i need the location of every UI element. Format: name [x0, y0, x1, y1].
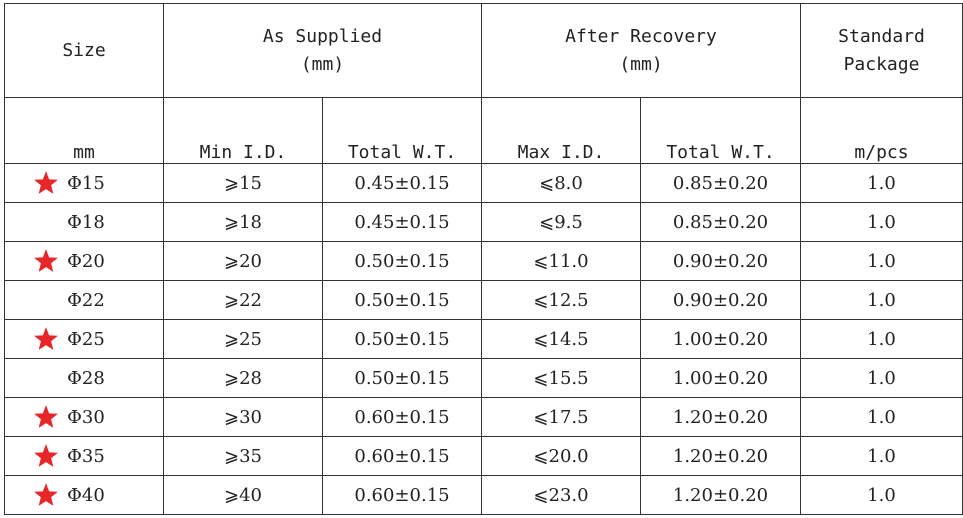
- header-as-supplied-unit: (mm): [300, 53, 345, 75]
- cell-supplied-wt: 0.50±0.15: [322, 280, 482, 320]
- subheader-recovered-wt: Total W.T.: [640, 97, 801, 164]
- cell-package: 1.0: [800, 397, 963, 437]
- header-after-recovery-unit: (mm): [619, 53, 663, 75]
- table-row: Φ18 ⩾18 0.45±0.15 ⩽9.5 0.85±0.20 1.0: [4, 202, 963, 242]
- cell-recovered-wt: 1.00±0.20: [640, 319, 801, 359]
- cell-max-id: ⩽9.5: [481, 202, 641, 242]
- cell-supplied-wt: 0.50±0.15: [322, 241, 482, 281]
- cell-max-id: ⩽15.5: [481, 358, 641, 398]
- header-as-supplied-label: As Supplied: [262, 25, 383, 47]
- cell-package: 1.0: [800, 358, 963, 398]
- header-standard-package-line2: Package: [843, 53, 920, 75]
- size-label: Φ18: [67, 211, 105, 233]
- star-icon: [34, 444, 58, 467]
- cell-size: Φ20: [4, 241, 164, 281]
- spec-table: Size As Supplied (mm) After Recovery (mm…: [4, 3, 963, 515]
- table-row: Φ25 ⩾25 0.50±0.15 ⩽14.5 1.00±0.20 1.0: [4, 319, 963, 359]
- cell-min-id: ⩾30: [163, 397, 323, 437]
- cell-supplied-wt: 0.45±0.15: [322, 163, 482, 203]
- subheader-supplied-wt: Total W.T.: [322, 97, 482, 164]
- subheader-package-unit: m/pcs: [800, 97, 963, 164]
- size-label: Φ35: [67, 445, 105, 467]
- header-after-recovery-label: After Recovery: [565, 25, 717, 47]
- table-row: Φ28 ⩾28 0.50±0.15 ⩽15.5 1.00±0.20 1.0: [4, 358, 963, 398]
- table-row: Φ30 ⩾30 0.60±0.15 ⩽17.5 1.20±0.20 1.0: [4, 397, 963, 437]
- cell-recovered-wt: 0.85±0.20: [640, 202, 801, 242]
- cell-package: 1.0: [800, 202, 963, 242]
- cell-recovered-wt: 1.20±0.20: [640, 436, 801, 476]
- cell-size: Φ22: [4, 280, 164, 320]
- star-icon: [34, 405, 58, 428]
- cell-supplied-wt: 0.60±0.15: [322, 475, 482, 515]
- table-row: Φ15 ⩾15 0.45±0.15 ⩽8.0 0.85±0.20 1.0: [4, 163, 963, 203]
- cell-max-id: ⩽8.0: [481, 163, 641, 203]
- size-label: Φ15: [67, 172, 105, 194]
- cell-package: 1.0: [800, 436, 963, 476]
- subheader-size-unit: mm: [4, 97, 164, 164]
- header-row: Size As Supplied (mm) After Recovery (mm…: [4, 3, 963, 98]
- size-label: Φ30: [67, 406, 105, 428]
- table-row: Φ35 ⩾35 0.60±0.15 ⩽20.0 1.20±0.20 1.0: [4, 436, 963, 476]
- cell-size: Φ15: [4, 163, 164, 203]
- cell-recovered-wt: 0.90±0.20: [640, 280, 801, 320]
- size-label: Φ40: [67, 484, 105, 506]
- cell-size: Φ28: [4, 358, 164, 398]
- cell-recovered-wt: 1.20±0.20: [640, 397, 801, 437]
- star-icon: [34, 483, 58, 506]
- header-standard-package-line1: Standard: [838, 25, 925, 47]
- cell-size: Φ30: [4, 397, 164, 437]
- header-size: Size: [4, 3, 164, 98]
- subheader-max-id: Max I.D.: [481, 97, 641, 164]
- cell-size: Φ35: [4, 436, 164, 476]
- cell-package: 1.0: [800, 475, 963, 515]
- cell-package: 1.0: [800, 280, 963, 320]
- cell-package: 1.0: [800, 319, 963, 359]
- cell-min-id: ⩾40: [163, 475, 323, 515]
- table-row: Φ22 ⩾22 0.50±0.15 ⩽12.5 0.90±0.20 1.0: [4, 280, 963, 320]
- cell-package: 1.0: [800, 163, 963, 203]
- table-row: Φ20 ⩾20 0.50±0.15 ⩽11.0 0.90±0.20 1.0: [4, 241, 963, 281]
- cell-max-id: ⩽12.5: [481, 280, 641, 320]
- star-icon: [34, 171, 58, 194]
- cell-supplied-wt: 0.60±0.15: [322, 397, 482, 437]
- cell-size: Φ25: [4, 319, 164, 359]
- cell-recovered-wt: 0.85±0.20: [640, 163, 801, 203]
- star-icon: [34, 327, 58, 350]
- cell-min-id: ⩾28: [163, 358, 323, 398]
- cell-supplied-wt: 0.50±0.15: [322, 358, 482, 398]
- cell-size: Φ40: [4, 475, 164, 515]
- cell-recovered-wt: 1.20±0.20: [640, 475, 801, 515]
- star-icon: [34, 249, 58, 272]
- table-row: Φ40 ⩾40 0.60±0.15 ⩽23.0 1.20±0.20 1.0: [4, 475, 963, 515]
- size-label: Φ22: [67, 289, 105, 311]
- size-label: Φ25: [67, 328, 105, 350]
- cell-supplied-wt: 0.60±0.15: [322, 436, 482, 476]
- header-after-recovery: After Recovery (mm): [481, 3, 801, 98]
- cell-max-id: ⩽17.5: [481, 397, 641, 437]
- header-as-supplied: As Supplied (mm): [163, 3, 482, 98]
- cell-recovered-wt: 0.90±0.20: [640, 241, 801, 281]
- cell-supplied-wt: 0.45±0.15: [322, 202, 482, 242]
- header-standard-package: Standard Package: [800, 3, 963, 98]
- cell-min-id: ⩾18: [163, 202, 323, 242]
- cell-min-id: ⩾22: [163, 280, 323, 320]
- cell-max-id: ⩽11.0: [481, 241, 641, 281]
- cell-recovered-wt: 1.00±0.20: [640, 358, 801, 398]
- cell-supplied-wt: 0.50±0.15: [322, 319, 482, 359]
- cell-min-id: ⩾15: [163, 163, 323, 203]
- cell-size: Φ18: [4, 202, 164, 242]
- size-label: Φ28: [67, 367, 105, 389]
- subheader-row: mm Min I.D. Total W.T. Max I.D. Total W.…: [4, 97, 963, 164]
- size-label: Φ20: [67, 250, 105, 272]
- cell-min-id: ⩾25: [163, 319, 323, 359]
- cell-max-id: ⩽20.0: [481, 436, 641, 476]
- cell-package: 1.0: [800, 241, 963, 281]
- cell-max-id: ⩽14.5: [481, 319, 641, 359]
- cell-min-id: ⩾20: [163, 241, 323, 281]
- cell-min-id: ⩾35: [163, 436, 323, 476]
- cell-max-id: ⩽23.0: [481, 475, 641, 515]
- subheader-min-id: Min I.D.: [163, 97, 323, 164]
